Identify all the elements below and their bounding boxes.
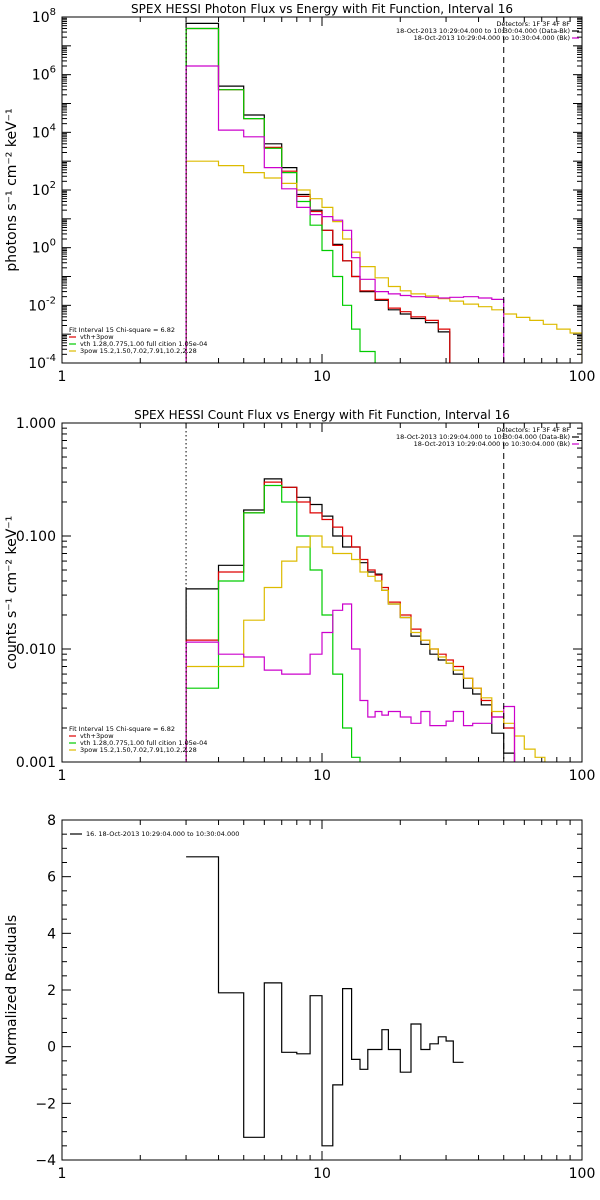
y-axis-label: photons s⁻¹ cm⁻² keV⁻¹: [4, 108, 20, 271]
legend-entry: 18-Oct-2013 10:29:04.000 to 10:30:04.000…: [414, 440, 570, 448]
x-tick-label: 1: [58, 768, 67, 784]
x-tick-label: 100: [569, 768, 596, 784]
x-tick-label: 100: [569, 1166, 596, 1182]
legend-entry: 3pow 15.2,1.50,7.02,7.91,10.2,2.28: [80, 746, 197, 754]
legend-entry: vth 1.28,0.775,1.00 full cition 1.05e-04: [80, 340, 207, 348]
x-tick-label: 10: [313, 369, 331, 385]
legend-entry: 3pow 15.2,1.50,7.02,7.91,10.2,2.28: [80, 347, 197, 355]
chart-title: SPEX HESSI Photon Flux vs Energy with Fi…: [131, 2, 513, 16]
plot-frame: [61, 422, 583, 763]
chart-panel-3: Normalized Residuals 1 10 100 −4 −2 0 2 4 6 8 16. 1…: [4, 813, 595, 1182]
plot-frame: [61, 16, 583, 364]
series-line-2: [185, 27, 451, 363]
legend-entry: vth+3pow: [80, 732, 114, 740]
y-tick-label: 0.010: [16, 642, 56, 658]
legend-entry: 18-Oct-2013 10:29:04.000 to 10:30:04.000…: [396, 433, 570, 441]
legend-entry: vth+3pow: [80, 333, 114, 341]
chart-panel-1: SPEX HESSI Photon Flux vs Energy with Fi…: [4, 2, 595, 385]
chart-title: SPEX HESSI Count Flux vs Energy with Fit…: [134, 408, 510, 422]
legend-entry: Fit Interval 15 Chi-square = 6.82: [69, 326, 175, 334]
series-line-5: [185, 65, 505, 363]
series-line-5: [185, 603, 516, 762]
y-tick-label: 100: [32, 238, 56, 257]
series-line-1: [186, 856, 464, 1147]
x-tick-label: 100: [569, 369, 596, 385]
series-line-1: [185, 478, 516, 762]
y-tick-label: 102: [32, 180, 56, 199]
series-group: [185, 478, 582, 762]
y-tick-label: 1.000: [16, 416, 56, 432]
plot-frame: [61, 819, 583, 1161]
y-tick-label: 8: [47, 813, 56, 829]
y-tick-label: 2: [47, 983, 56, 999]
x-tick-label: 10: [313, 1166, 331, 1182]
y-tick-label: 4: [47, 926, 56, 942]
x-axis-ticks: [61, 423, 571, 762]
chart-panel-2: SPEX HESSI Count Flux vs Energy with Fit…: [4, 408, 596, 784]
legend-entry: vth 1.28,0.775,1.00 full cition 1.05e-04: [80, 739, 207, 747]
y-tick-label: 108: [32, 7, 56, 26]
legend-entry: 18-Oct-2013 10:29:04.000 to 10:30:04.000…: [396, 27, 570, 35]
y-axis-label: Normalized Residuals: [4, 915, 20, 1065]
y-tick-label: 0: [47, 1040, 56, 1056]
x-tick-label: 1: [58, 369, 67, 385]
legend-bottom-left: Fit Interval 15 Chi-square = 6.82vth+3po…: [69, 326, 207, 355]
series-line-3: [185, 27, 389, 363]
series-line-2: [185, 481, 516, 762]
x-tick-label: 10: [313, 768, 331, 784]
series-group: [185, 22, 582, 363]
y-tick-label: −4: [35, 1153, 56, 1169]
legend-entry: 18-Oct-2013 10:29:04.000 to 10:30:04.000…: [414, 34, 570, 42]
series-line-3: [185, 484, 369, 762]
legend-entry: Detectors: 1F 3F 4F 8F: [496, 426, 570, 434]
legend-bottom-left: Fit Interval 15 Chi-square = 6.82vth+3po…: [69, 725, 207, 754]
x-axis-ticks: [61, 820, 571, 1160]
y-tick-label: −2: [35, 1096, 56, 1112]
x-axis-ticks: [61, 17, 571, 363]
series-line-4: [185, 160, 582, 363]
y-tick-label: 6: [47, 870, 56, 886]
y-tick-label: 0.001: [16, 755, 56, 771]
series-group: [186, 856, 464, 1147]
y-tick-label: 10-4: [28, 353, 56, 372]
y-tick-label: 10-2: [28, 295, 56, 314]
y-tick-label: 104: [32, 122, 56, 141]
legend-entry: Detectors: 1F 3F 4F 8F: [496, 20, 570, 28]
legend-entry: Fit Interval 15 Chi-square = 6.82: [69, 725, 175, 733]
y-axis-label: counts s⁻¹ cm⁻² keV⁻¹: [4, 516, 20, 670]
y-tick-label: 106: [32, 65, 56, 84]
x-tick-label: 1: [58, 1166, 67, 1182]
series-line-4: [185, 535, 582, 762]
legend-top-left: 16. 18-Oct-2013 10:29:04.000 to 10:30:04…: [70, 830, 239, 838]
legend-entry: 16. 18-Oct-2013 10:29:04.000 to 10:30:04…: [86, 830, 239, 838]
y-tick-label: 0.100: [16, 529, 56, 545]
y-axis-ticks: [62, 422, 582, 763]
